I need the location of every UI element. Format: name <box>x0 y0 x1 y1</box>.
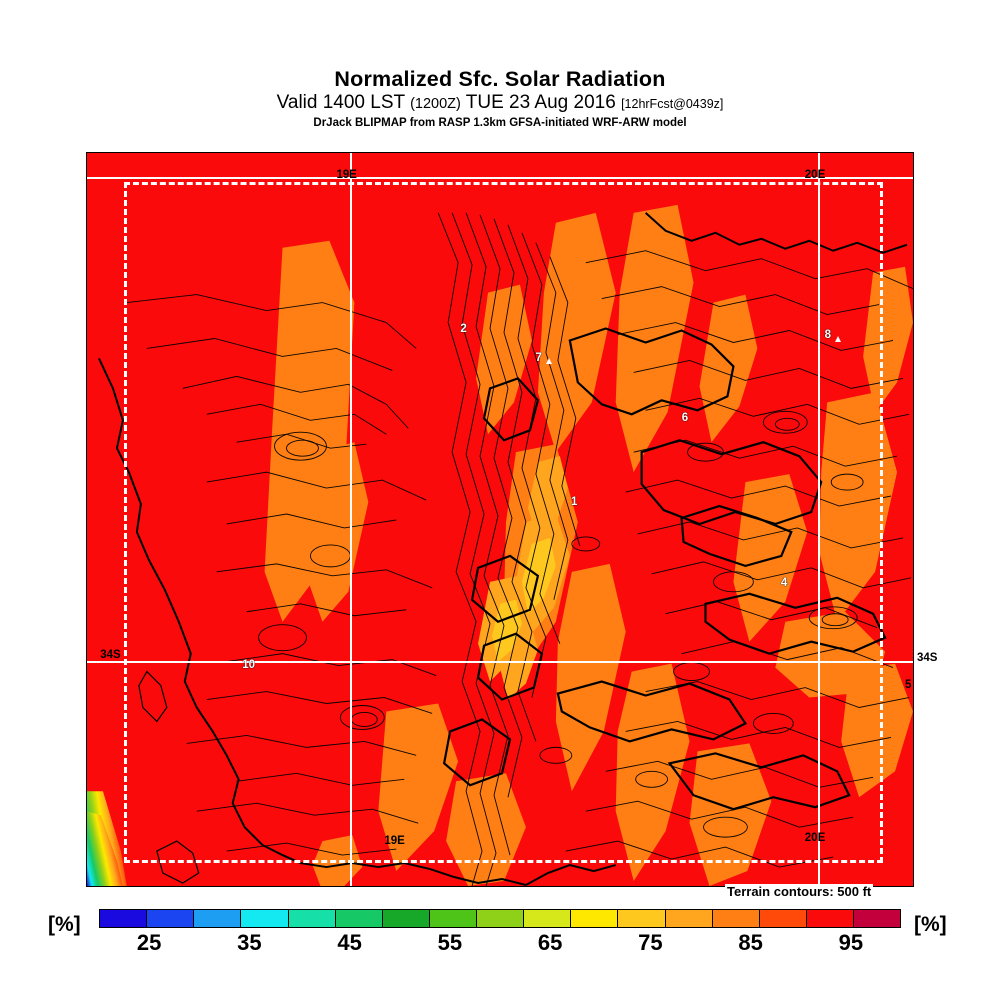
waypoint-marker[interactable]: 7 <box>535 352 542 365</box>
valid-time-utc: (1200Z) <box>410 96 461 112</box>
colorbar-tick-35: 35 <box>237 930 262 955</box>
parallel-top <box>87 177 913 180</box>
waypoint-marker[interactable]: 2 <box>460 323 467 336</box>
unit-label-left: [%] <box>48 913 81 936</box>
valid-date: TUE 23 Aug 2016 <box>465 92 616 113</box>
model-credit: DrJack BLIPMAP from RASP 1.3km GFSA-init… <box>313 117 687 129</box>
colorbar-band-1 <box>147 910 195 927</box>
colorbar-tick-85: 85 <box>738 930 763 955</box>
colorbar-tick-55: 55 <box>437 930 463 955</box>
waypoint-marker[interactable]: 10 <box>242 658 256 671</box>
valid-time-prefix: Valid 1400 LST <box>276 92 405 113</box>
waypoint-marker[interactable]: 1 <box>571 496 578 509</box>
colorbar-tick-labels: 25 35 45 55 65 75 85 95 <box>99 930 901 960</box>
colorbar-band-14 <box>759 910 807 927</box>
colorbar-band-13 <box>712 910 760 927</box>
grat-label-right-34S: 34S <box>917 652 938 664</box>
colorbar-band-2 <box>194 910 242 927</box>
grat-label-top-19E: 19E <box>336 169 357 182</box>
waypoint-marker[interactable]: 6 <box>681 412 689 425</box>
colorbar-band-10 <box>571 910 619 927</box>
colorbar-band-7 <box>429 910 477 927</box>
meridian-19E <box>350 153 353 886</box>
colorbar-band-15 <box>806 910 854 927</box>
colorbar-tick-65: 65 <box>537 930 563 955</box>
unit-label-right: [%] <box>914 913 947 936</box>
grat-label-bottom-20E: 20E <box>804 831 826 844</box>
waypoint-triangle-icon <box>835 336 842 343</box>
colorbar-tick-95: 95 <box>838 930 864 955</box>
parallel-34S <box>87 660 913 663</box>
colorbar-tick-25: 25 <box>136 930 162 955</box>
page-title: Normalized Sfc. Solar Radiation <box>334 67 666 91</box>
colorbar-band-6 <box>382 910 430 927</box>
grat-label-left-34S: 34S <box>100 648 121 661</box>
title-block: Normalized Sfc. Solar Radiation Valid 14… <box>0 68 1000 131</box>
grat-label-bottom-19E: 19E <box>384 834 405 847</box>
waypoint-marker[interactable]: 8 <box>824 328 832 341</box>
colorbar-legend: [%] [%] 25 35 45 55 65 75 85 95 <box>0 905 1000 965</box>
map-plot-area[interactable]: 19E 20E 19E 20E 34S 2 7 8 6 1 4 10 <box>86 152 914 887</box>
colorbar-band-11 <box>618 910 666 927</box>
colorbar-gradient <box>99 909 901 928</box>
colorbar-tick-45: 45 <box>337 930 362 955</box>
grat-label-top-20E: 20E <box>804 169 826 182</box>
forecast-domain-box <box>124 182 883 863</box>
terrain-contour-note: Terrain contours: 500 ft <box>725 884 874 899</box>
colorbar-band-16 <box>854 910 901 927</box>
grat-label-right-5: 5 <box>905 679 912 691</box>
colorbar-tick-75: 75 <box>638 930 663 955</box>
colorbar-band-5 <box>335 910 383 927</box>
forecast-tag: [12hrFcst@0439z] <box>621 97 724 111</box>
solar-radiation-field <box>87 153 913 886</box>
waypoint-marker[interactable]: 4 <box>780 576 788 589</box>
colorbar-band-8 <box>477 910 525 927</box>
meridian-20E <box>818 153 820 886</box>
colorbar-band-9 <box>524 910 572 927</box>
colorbar-band-0 <box>100 910 148 927</box>
colorbar-band-12 <box>665 910 713 927</box>
waypoint-triangle-icon <box>546 358 553 365</box>
colorbar-band-3 <box>241 910 289 927</box>
valid-time-line: Valid 1400 LST (1200Z) TUE 23 Aug 2016 [… <box>0 92 1000 115</box>
colorbar-band-4 <box>288 910 336 927</box>
